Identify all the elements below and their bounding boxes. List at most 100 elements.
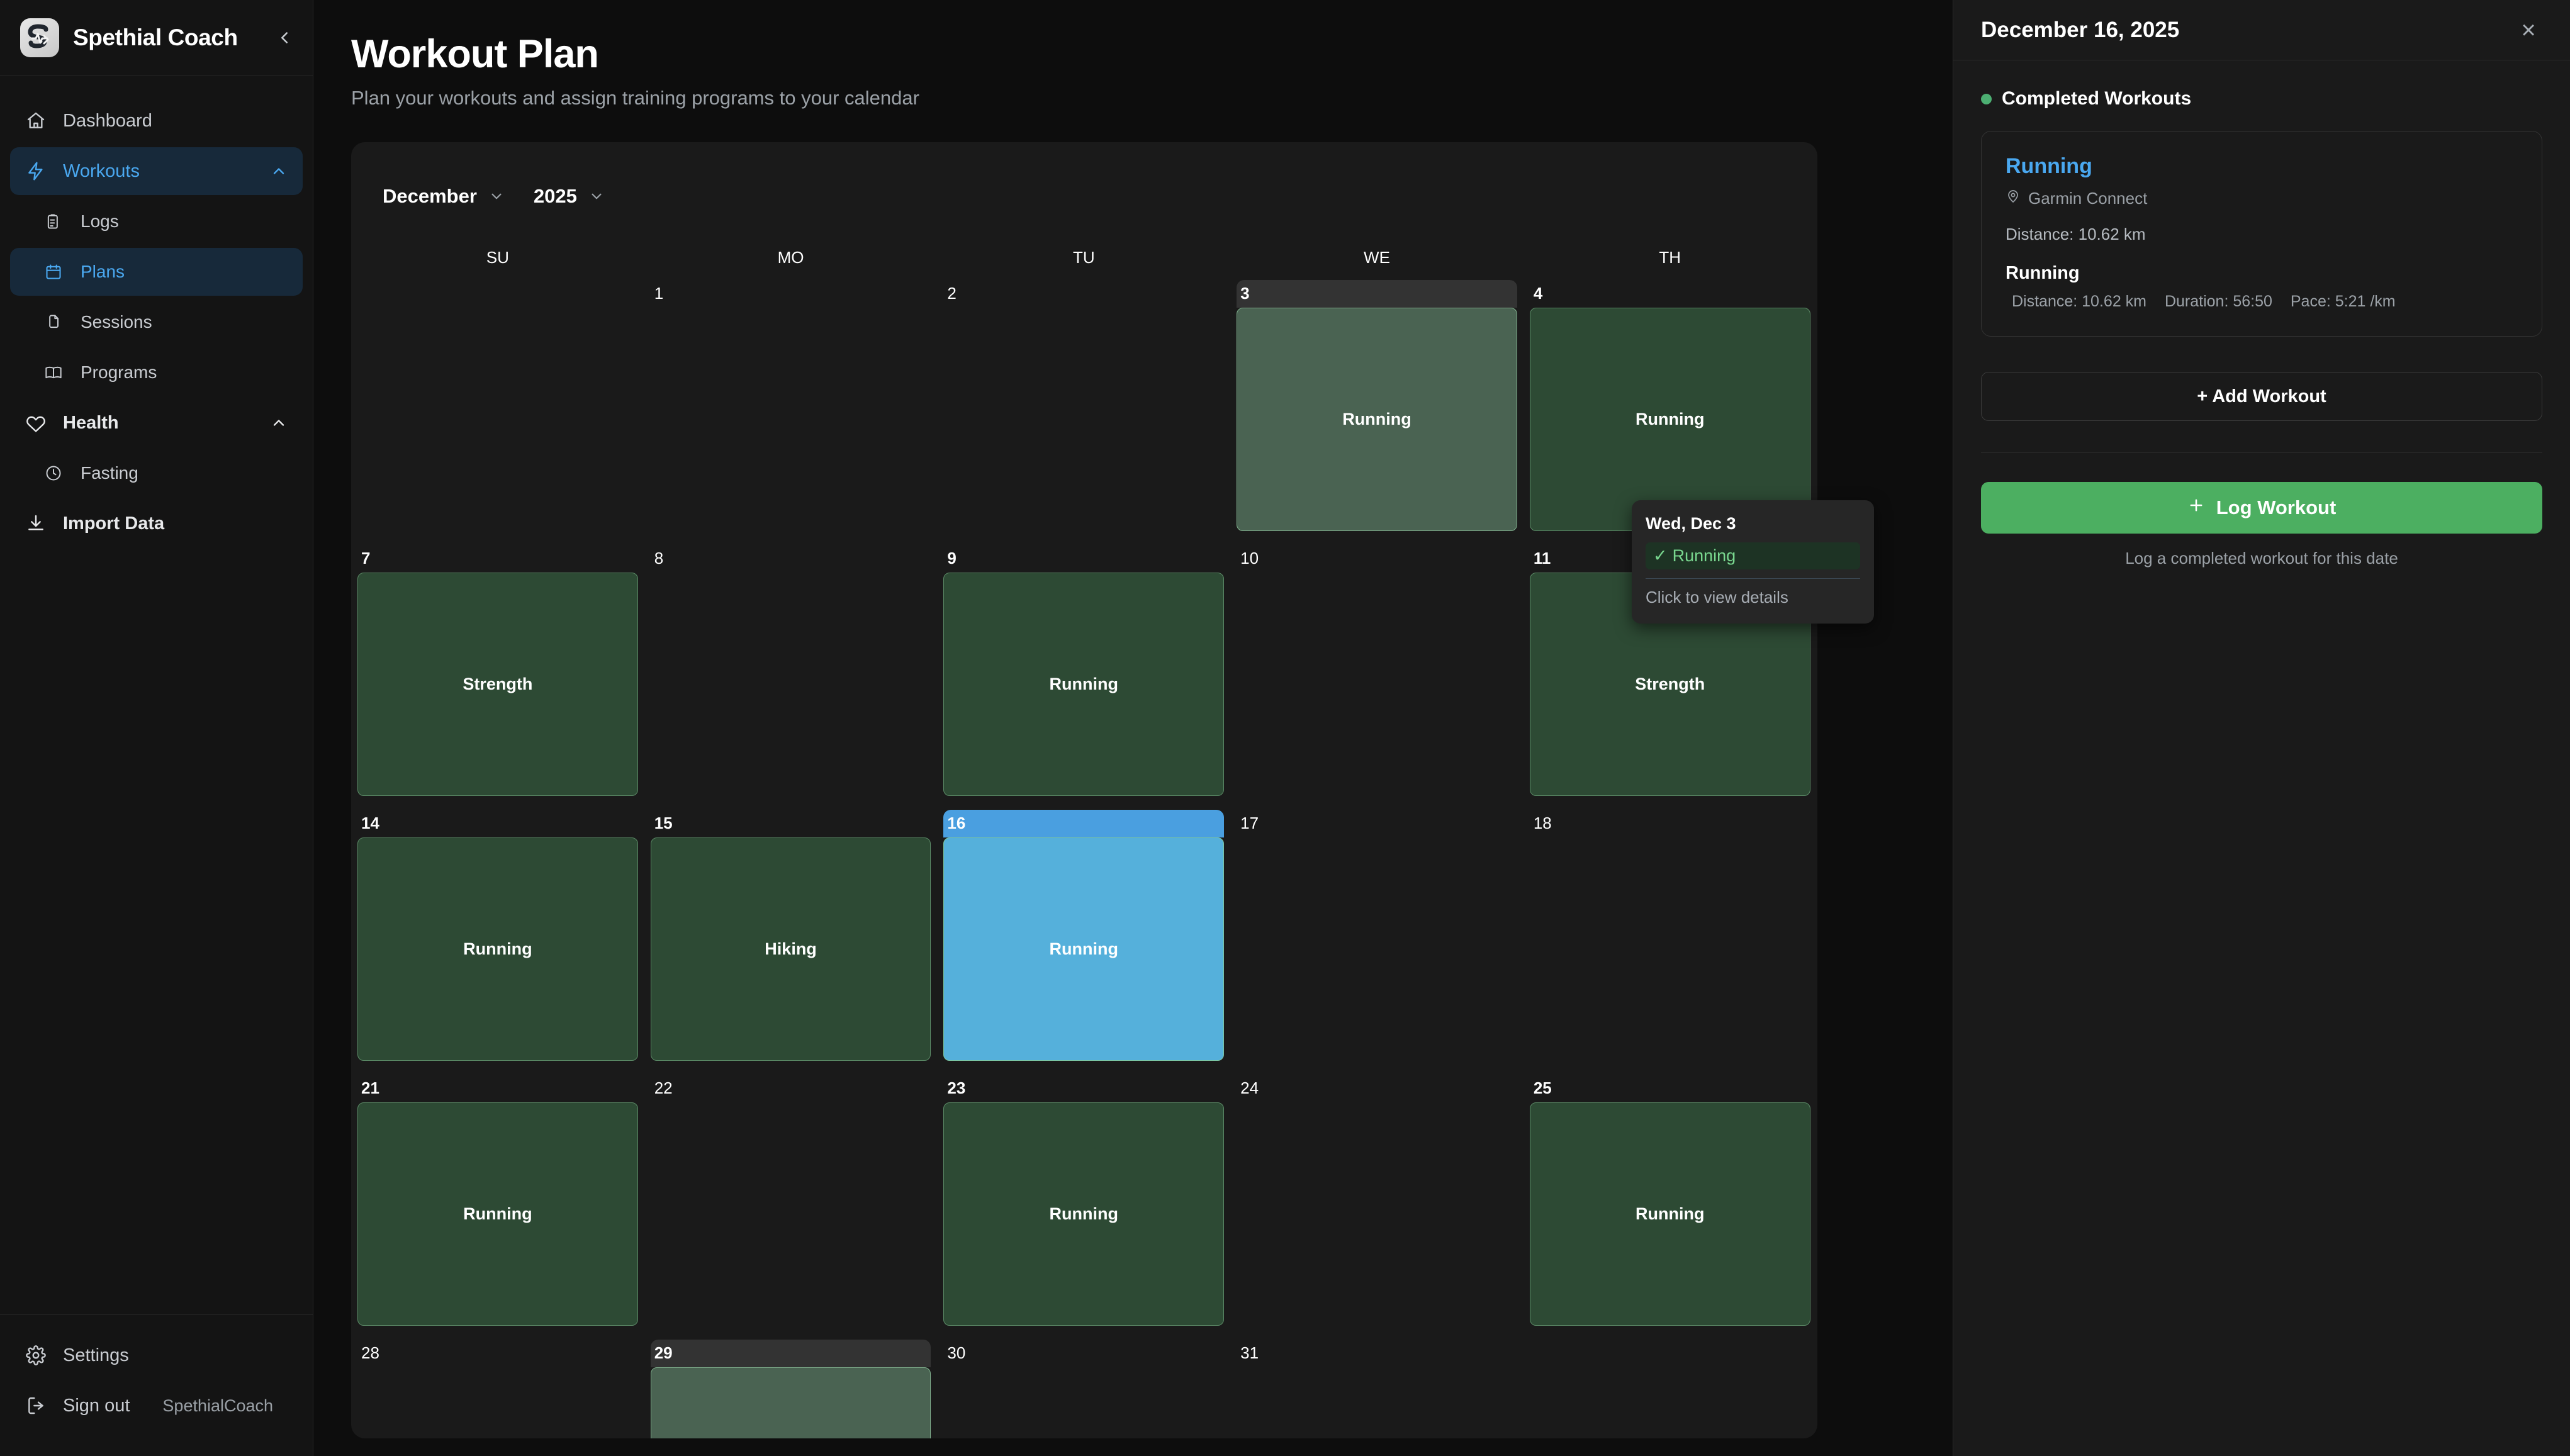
sidebar-item-label: Plans <box>81 262 125 281</box>
calendar-day-cell[interactable]: 3 Running <box>1230 280 1523 545</box>
chevron-up-icon[interactable] <box>270 414 288 432</box>
workout-stats: Distance: 10.62 km Duration: 56:50 Pace:… <box>2006 293 2518 311</box>
day-number: 22 <box>654 1078 673 1097</box>
tooltip-hint: Click to view details <box>1646 588 1788 607</box>
day-number: 8 <box>654 549 664 568</box>
calendar-day-cell[interactable]: 28 <box>351 1340 644 1438</box>
sign-out-button[interactable]: Sign out SpethialCoach <box>10 1382 303 1430</box>
year-selector[interactable]: 2025 <box>534 185 605 208</box>
sign-out-label: Sign out <box>63 1395 130 1416</box>
weekday-header: WE <box>1364 248 1390 267</box>
calendar-icon <box>43 261 64 283</box>
sidebar-item-sessions[interactable]: Sessions <box>10 298 303 346</box>
plus-icon <box>2187 496 2205 519</box>
month-selector[interactable]: December <box>383 185 505 208</box>
workout-block[interactable]: Running <box>357 837 638 1061</box>
calendar-day-cell[interactable]: 29 <box>644 1340 938 1438</box>
workout-card[interactable]: Running Garmin Connect Distance: 10.62 k… <box>1981 131 2542 337</box>
sidebar-item-logs[interactable]: Logs <box>10 198 303 245</box>
workout-name: Running <box>2006 154 2092 178</box>
current-user-label: SpethialCoach <box>162 1396 274 1415</box>
workout-distance: Distance: 10.62 km <box>2006 225 2146 244</box>
chevron-down-icon <box>588 188 605 204</box>
sidebar-item-plans[interactable]: Plans <box>10 248 303 296</box>
workout-block[interactable]: Running <box>1529 308 1810 531</box>
workout-block[interactable]: Running <box>1529 1102 1810 1326</box>
day-number: 15 <box>654 814 673 832</box>
sidebar-item-label: Sessions <box>81 312 152 332</box>
calendar-day-cell[interactable]: 15 Hiking <box>644 810 938 1075</box>
weekday-header: MO <box>777 248 804 267</box>
calendar-day-cell[interactable]: 9 Running <box>937 545 1230 810</box>
day-number: 3 <box>1240 284 1250 303</box>
calendar-day-cell[interactable]: 4 Running <box>1523 280 1817 545</box>
workout-sub-name: Running <box>2006 263 2080 283</box>
sidebar-item-health[interactable]: Health <box>10 399 303 447</box>
sidebar-item-dashboard[interactable]: Dashboard <box>10 97 303 145</box>
add-workout-button[interactable]: + Add Workout <box>1981 372 2542 421</box>
calendar-day-cell[interactable]: 16 Running <box>937 810 1230 1075</box>
workout-block[interactable]: Running <box>943 1102 1225 1326</box>
sidebar-item-label: Programs <box>81 362 157 382</box>
chevron-down-icon <box>488 188 505 204</box>
calendar-day-cell <box>1523 1340 1817 1438</box>
sidebar-item-fasting[interactable]: Fasting <box>10 449 303 497</box>
weekday-header: SU <box>486 248 509 267</box>
day-number: 24 <box>1240 1078 1259 1097</box>
home-icon <box>25 110 47 132</box>
day-number: 30 <box>947 1343 966 1362</box>
app-title: Spethial Coach <box>73 24 238 50</box>
sidebar-header: Spethial Coach <box>0 0 313 76</box>
stat-pace: Pace: 5:21 /km <box>2290 293 2396 310</box>
sidebar-item-import-data[interactable]: Import Data <box>10 500 303 547</box>
workout-block[interactable]: Running <box>1237 308 1517 531</box>
day-number: 2 <box>947 284 957 303</box>
calendar-day-cell[interactable]: 21 Running <box>351 1075 644 1340</box>
calendar-day-cell[interactable]: 22 <box>644 1075 938 1340</box>
calendar-day-cell[interactable]: 31 <box>1230 1340 1523 1438</box>
calendar-day-cell[interactable]: 8 <box>644 545 938 810</box>
calendar-day-cell[interactable]: 2 <box>937 280 1230 545</box>
day-number: 29 <box>654 1343 673 1362</box>
check-icon: ✓ <box>1653 546 1668 565</box>
calendar-day-cell[interactable]: 30 <box>937 1340 1230 1438</box>
close-icon[interactable]: × <box>2521 16 2536 44</box>
settings-button[interactable]: Settings <box>10 1331 303 1379</box>
completed-workouts-heading: Completed Workouts <box>1981 88 2542 109</box>
calendar-day-cell[interactable]: 7 Strength <box>351 545 644 810</box>
calendar-day-cell[interactable]: 1 <box>644 280 938 545</box>
workout-block[interactable]: Running <box>943 573 1225 796</box>
page-subtitle: Plan your workouts and assign training p… <box>351 87 919 109</box>
day-number: 16 <box>947 814 966 832</box>
workout-block[interactable]: Running <box>357 1102 638 1326</box>
chevron-up-icon[interactable] <box>270 162 288 180</box>
stat-distance: Distance: 10.62 km <box>2012 293 2146 310</box>
calendar-day-cell[interactable]: 23 Running <box>937 1075 1230 1340</box>
weekday-header: TH <box>1659 248 1681 267</box>
collapse-sidebar-button[interactable] <box>275 28 294 47</box>
log-workout-hint: Log a completed workout for this date <box>2125 549 2398 568</box>
sidebar-item-workouts[interactable]: Workouts <box>10 147 303 195</box>
log-workout-button[interactable]: Log Workout <box>1981 482 2542 534</box>
calendar-day-cell[interactable]: 24 <box>1230 1075 1523 1340</box>
calendar-toolbar: December 2025 <box>351 165 1817 221</box>
workout-block[interactable]: Strength <box>357 573 638 796</box>
bolt-icon <box>25 160 47 182</box>
calendar-day-cell[interactable]: 18 <box>1523 810 1817 1075</box>
sidebar-nav: Dashboard Workouts Logs <box>0 76 313 1314</box>
workout-block[interactable]: Running <box>943 837 1225 1061</box>
app-logo-icon <box>20 18 59 57</box>
calendar-card: December 2025 SUMOTUWETHFRSA 123Running4… <box>351 142 1817 1438</box>
settings-label: Settings <box>63 1345 129 1365</box>
book-icon <box>43 362 64 383</box>
calendar-day-cell[interactable]: 17 <box>1230 810 1523 1075</box>
calendar-day-cell[interactable]: 14 Running <box>351 810 644 1075</box>
sidebar-item-programs[interactable]: Programs <box>10 349 303 396</box>
calendar-day-cell[interactable]: 25 Running <box>1523 1075 1817 1340</box>
workout-block[interactable]: Hiking <box>650 837 931 1061</box>
month-value: December <box>383 185 477 207</box>
calendar-day-cell[interactable]: 10 <box>1230 545 1523 810</box>
panel-body: Completed Workouts Running Garmin Connec… <box>1953 60 2570 568</box>
workout-block[interactable] <box>650 1367 931 1438</box>
tooltip-event-row: ✓ Running <box>1646 542 1860 569</box>
